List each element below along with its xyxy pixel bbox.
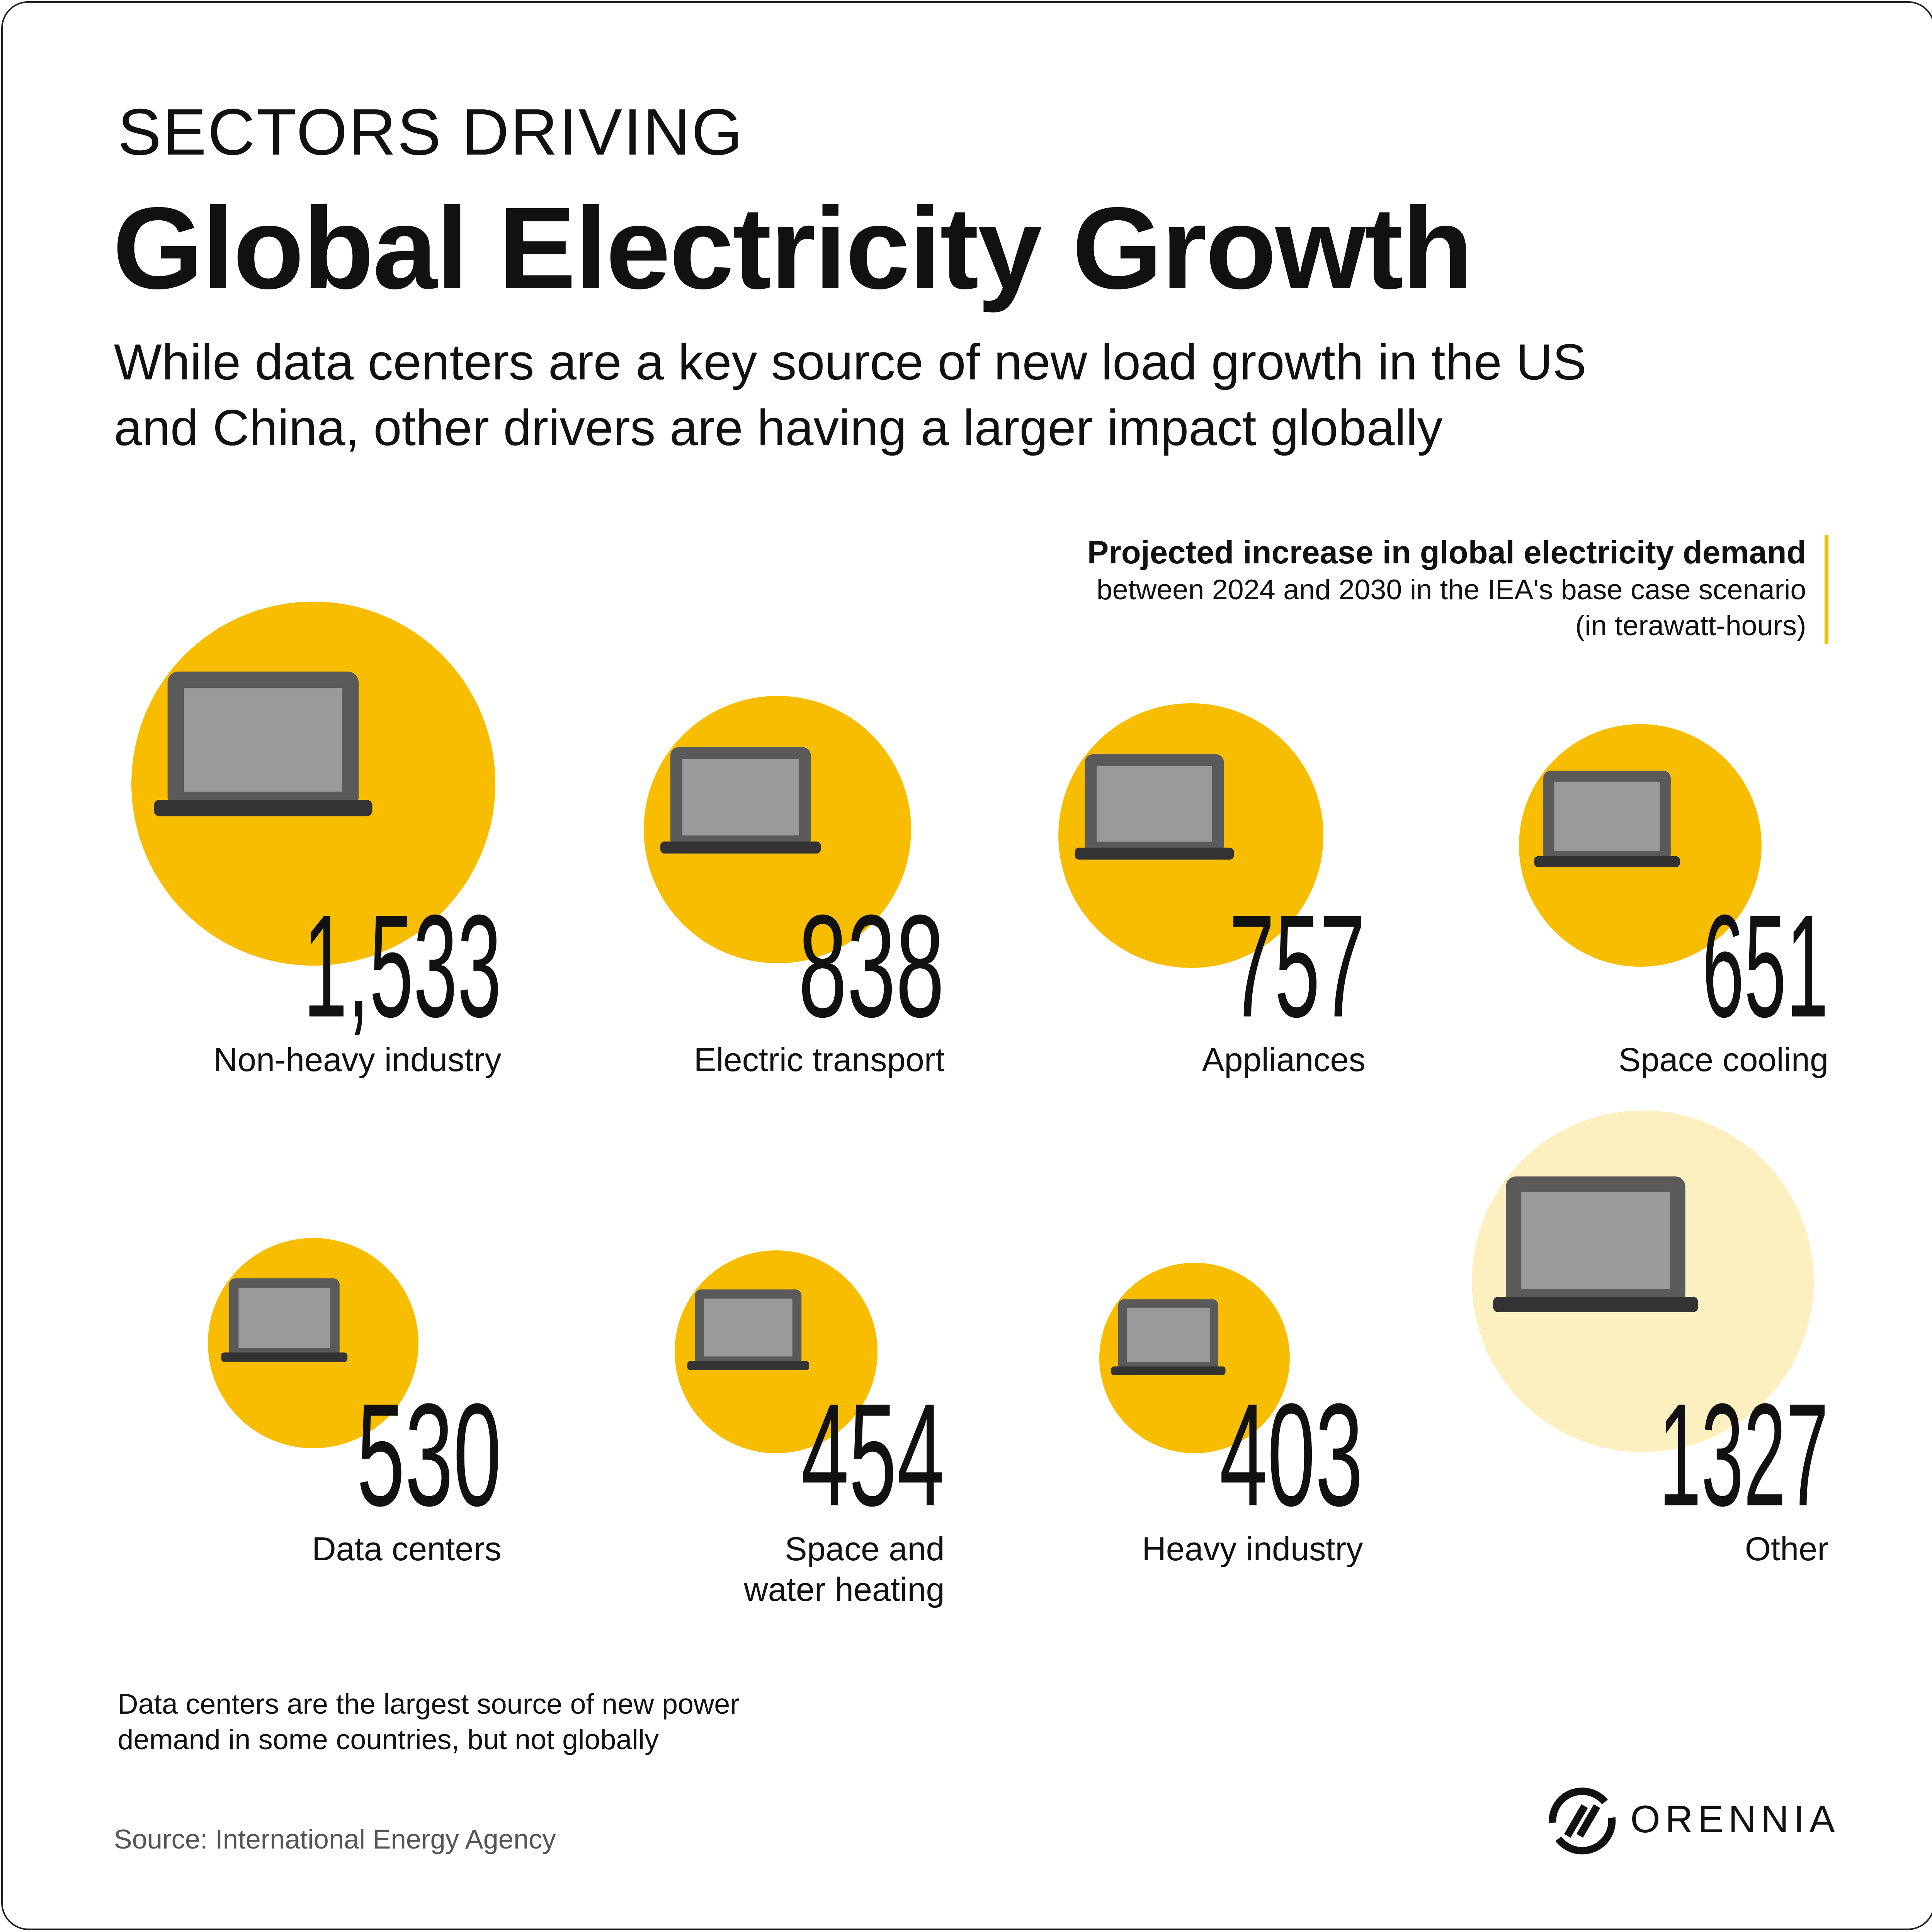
- legend: Projected increase in global electricity…: [1087, 534, 1806, 644]
- legend-line2: (in terawatt-hours): [1575, 609, 1806, 641]
- category-label: Heavy industry: [1142, 1530, 1363, 1568]
- legend-accent-bar: [1825, 535, 1828, 644]
- value-label-box: 757: [1229, 884, 1365, 1048]
- water-heater-icon: [687, 1289, 810, 1370]
- value-label: 454: [801, 1374, 945, 1537]
- value-label-box: 651: [1702, 884, 1828, 1048]
- category-label: Data centers: [312, 1530, 502, 1568]
- value-label: 1,533: [303, 884, 502, 1048]
- category-label: Space and water heating: [744, 1530, 945, 1609]
- value-label-box: 403: [1219, 1374, 1363, 1537]
- subtitle: While data centers are a key source of n…: [114, 333, 1587, 456]
- cell-tower-icon: [1493, 1176, 1699, 1312]
- value-label: 651: [1702, 884, 1828, 1048]
- value-label: 838: [798, 884, 944, 1048]
- footnote: Data centers are the largest source of n…: [117, 1687, 740, 1756]
- category-label: Electric transport: [694, 1041, 945, 1079]
- value-label: 403: [1219, 1374, 1363, 1537]
- value-label-box: 1327: [1659, 1374, 1828, 1537]
- kicker: SECTORS DRIVING: [117, 95, 744, 169]
- source: Source: International Energy Agency: [114, 1824, 556, 1855]
- category-label: Non-heavy industry: [213, 1041, 502, 1079]
- page-title: Global Electricity Growth: [112, 182, 1473, 313]
- category-label: Other: [1745, 1530, 1829, 1568]
- electronics-icon: [154, 672, 372, 816]
- value-label-box: 454: [801, 1374, 945, 1537]
- category-label: Appliances: [1202, 1041, 1366, 1079]
- orennia-logo-icon: [1548, 1787, 1616, 1855]
- ac-unit-icon: [1534, 771, 1680, 867]
- value-label-box: 1,533: [303, 884, 502, 1048]
- value-label: 1327: [1659, 1374, 1828, 1537]
- value-label: 757: [1229, 884, 1365, 1048]
- server-rack-icon: [221, 1278, 348, 1362]
- brand-name: ORENNIA: [1630, 1798, 1840, 1841]
- appliances-icon: [1075, 754, 1234, 860]
- value-label: 530: [357, 1374, 502, 1537]
- legend-line1: between 2024 and 2030 in the IEA's base …: [1096, 573, 1806, 605]
- legend-title: Projected increase in global electricity…: [1087, 534, 1806, 571]
- excavator-icon: [1111, 1299, 1226, 1375]
- category-label: Space cooling: [1618, 1041, 1829, 1079]
- car-icon: [660, 747, 821, 854]
- value-label-box: 838: [798, 884, 944, 1048]
- value-label-box: 530: [357, 1374, 502, 1537]
